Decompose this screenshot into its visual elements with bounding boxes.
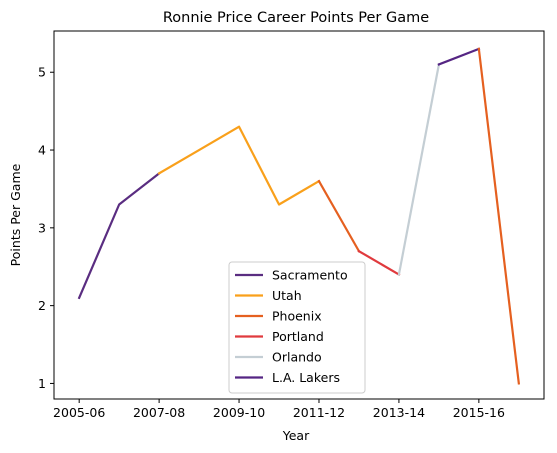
- legend: Sacramento Utah Phoenix Portland Orlando L.A.…: [228, 261, 366, 394]
- x-tick-label: 2013-14: [373, 405, 425, 420]
- y-tick-label: 2: [38, 298, 46, 313]
- series-line-0: [77, 171, 161, 300]
- y-tick-label: 5: [38, 65, 46, 80]
- y-tick-label: 3: [38, 220, 46, 235]
- legend-label: L.A. Lakers: [272, 370, 340, 385]
- plot-frame: [53, 30, 545, 400]
- series-line-2: [317, 179, 361, 253]
- y-axis-label: Points Per Game: [8, 163, 23, 266]
- x-tick-label: 2011-12: [293, 405, 345, 420]
- series-line-5: [437, 47, 481, 66]
- plot-area: 2005-06 2007-08 2009-10 2011-12 2013-14 2015-…: [38, 30, 545, 420]
- legend-label: Utah: [272, 288, 302, 303]
- series-line-6: [477, 47, 521, 385]
- legend-label: Sacramento: [272, 268, 348, 283]
- series-line-1: [157, 125, 321, 206]
- series-layer: [77, 47, 521, 385]
- series-line-4: [397, 63, 441, 276]
- chart-title: Ronnie Price Career Points Per Game: [163, 10, 429, 26]
- series-line-3: [357, 249, 401, 277]
- legend-label: Phoenix: [272, 309, 322, 324]
- x-tick-label: 2009-10: [213, 405, 265, 420]
- x-axis-ticks: 2005-06 2007-08 2009-10 2011-12 2013-14 2015-…: [53, 399, 505, 420]
- x-tick-label: 2007-08: [133, 405, 185, 420]
- x-tick-label: 2015-16: [453, 405, 505, 420]
- y-axis-ticks: 1 2 3 4 5: [38, 65, 54, 391]
- y-tick-label: 1: [38, 376, 46, 391]
- x-axis-label: Year: [282, 428, 310, 443]
- legend-label: Portland: [272, 329, 324, 344]
- x-tick-label: 2005-06: [53, 405, 105, 420]
- legend-label: Orlando: [272, 350, 322, 365]
- y-tick-label: 4: [38, 143, 46, 158]
